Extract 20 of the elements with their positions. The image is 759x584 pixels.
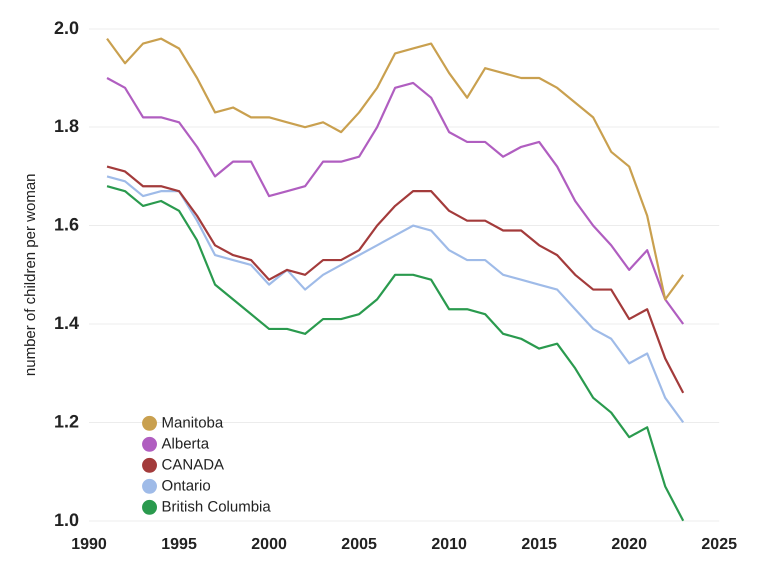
x-tick-label: 2020 <box>611 536 648 553</box>
y-tick-label: 1.8 <box>54 116 80 136</box>
legend-label: Ontario <box>162 477 211 494</box>
y-tick-label: 2.0 <box>54 18 80 38</box>
legend-label: Alberta <box>162 435 210 452</box>
x-tick-label: 1990 <box>71 536 107 553</box>
y-tick-label: 1.6 <box>54 214 80 235</box>
x-tick-label: 2015 <box>521 536 558 553</box>
x-tick-label: 2025 <box>701 536 738 553</box>
legend-label: Manitoba <box>162 414 224 432</box>
legend-label: British Columbia <box>162 498 272 516</box>
x-tick-label: 2010 <box>431 536 468 553</box>
y-tick-label: 1.2 <box>54 411 80 432</box>
x-tick-label: 1995 <box>161 536 197 553</box>
y-tick-label: 1.4 <box>54 312 80 333</box>
y-tick-label: 1.0 <box>54 510 80 530</box>
x-tick-label: 2005 <box>341 536 377 553</box>
legend-label: CANADA <box>162 456 224 474</box>
x-tick-label: 2000 <box>251 536 287 553</box>
y-axis-title: number of children per woman <box>22 173 40 376</box>
